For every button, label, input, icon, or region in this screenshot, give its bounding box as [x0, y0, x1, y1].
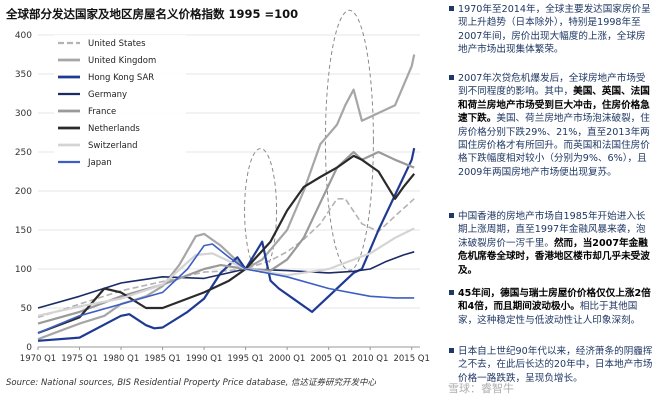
legend-label: United States	[88, 39, 146, 49]
y-tick-label: 50	[21, 304, 33, 314]
bullet-text-segment: 相比于其他国家，这种稳定性与低波动性让人印象深刻。	[458, 301, 641, 326]
bullet-marker	[449, 75, 454, 80]
bullet-text-segment: 然而，当2007年金融危机席卷全球时，香港地区楼市却几乎未受波及。	[458, 237, 650, 276]
y-tick-label: 350	[15, 70, 32, 80]
series-line-hong-kong-sar	[37, 147, 416, 342]
bullet-3: 中国香港的房地产市场自1985年开始进入长期上涨周期，直至1997年金融风暴来袭…	[449, 210, 654, 277]
highlight-ellipse	[324, 9, 374, 271]
y-tick-label: 250	[15, 148, 32, 158]
x-tick-label: 2010 Q1	[352, 354, 388, 364]
watermark-text: 雪球：睿智牛	[448, 382, 514, 395]
legend-label: France	[88, 107, 116, 117]
series-line-netherlands	[37, 154, 416, 335]
chart-title: 全球部分发达国家及地区房屋名义价格指数 1995 =100	[6, 7, 299, 21]
legend-label: Netherlands	[88, 124, 140, 134]
commentary-panel: 1970年至2014年，全球主要发达国家房价呈现上升趋势（日本除外），特别是19…	[448, 0, 660, 405]
x-tick-label: 2015 Q1	[393, 354, 429, 364]
x-tick-label: 1985 Q1	[144, 354, 180, 364]
y-tick-label: 200	[15, 187, 32, 197]
x-tick-label: 1995 Q1	[227, 354, 263, 364]
bullet-text-segment: 美国、荷兰房地产市场泡沫破裂，住房价格分别下跌29%、21%，直至2013年两国…	[458, 113, 650, 178]
legend-box	[54, 35, 186, 173]
bullet-marker	[449, 6, 454, 11]
series-line-france	[37, 150, 415, 325]
bullet-marker	[449, 348, 454, 353]
x-tick-label: 1970 Q1	[20, 354, 56, 364]
bullet-text-segment: 1970年至2014年，全球主要发达国家房价呈现上升趋势（日本除外），特别是19…	[458, 4, 651, 56]
bullet-5: 日本自上世纪90年代以来，经济萧条的阴霾挥之不去，在此后长达的20年中，日本地产…	[449, 345, 654, 385]
y-tick-label: 400	[15, 31, 32, 41]
bullet-marker	[449, 290, 454, 295]
series-line-japan	[37, 243, 415, 334]
series-line-germany	[37, 251, 415, 309]
series-line-switzerland	[37, 227, 415, 317]
legend: United States United Kingdom Hong Kong SAR…	[54, 35, 186, 173]
x-tick-label: 1980 Q1	[103, 354, 139, 364]
highlight-ellipses	[244, 9, 374, 273]
x-tick-label: 2000 Q1	[269, 354, 305, 364]
axes: 0 50 100 150 200 250 300 350 400 1970 Q1 1975 Q1 19…	[15, 31, 430, 364]
bullet-text-segment: 日本自上世纪90年代以来，经济萧条的阴霾挥之不去，在此后长达的20年中，日本地产…	[458, 346, 653, 384]
x-tick-label: 1990 Q1	[186, 354, 222, 364]
legend-label: Hong Kong SAR	[88, 73, 154, 83]
x-tick-label: 2005 Q1	[310, 354, 346, 364]
bullet-1: 1970年至2014年，全球主要发达国家房价呈现上升趋势（日本除外），特别是19…	[449, 3, 654, 57]
legend-label: United Kingdom	[88, 56, 156, 66]
bullet-4: 45年间，德国与瑞士房屋价价格仅仅上涨2倍和4倍，而且期间波动极小。相比于其他国…	[449, 287, 654, 327]
y-tick-label: 100	[15, 265, 32, 275]
series-lines	[37, 54, 416, 342]
bullet-marker	[449, 213, 454, 218]
source-note: Source: National sources, BIS Residentia…	[6, 378, 377, 388]
line-chart: 0 50 100 150 200 250 300 350 400 1970 Q1 1975 Q1 19…	[15, 9, 430, 364]
y-tick-label: 150	[15, 226, 32, 236]
y-tick-label: 300	[15, 109, 32, 119]
legend-label: Switzerland	[88, 141, 138, 151]
bullet-text-segment: 2007年次贷危机爆发后，全球房地产市场受到不同程度的影响。其中，	[458, 73, 646, 98]
bullet-2: 2007年次贷危机爆发后，全球房地产市场受到不同程度的影响。其中，美国、英国、法…	[449, 72, 654, 179]
legend-label: Germany	[88, 90, 127, 100]
series-line-united-kingdom	[37, 54, 416, 341]
y-tick-label: 0	[26, 343, 32, 353]
bullet-text-segment: 中国香港的房地产市场自1985年开始进入长期上涨周期，直至1997年金融风暴来袭…	[458, 211, 646, 249]
bullet-text-segment: 美国、英国、法国和荷兰房地产市场受到巨大冲击，住房价格急速下跌。	[458, 86, 650, 125]
x-tick-label: 1975 Q1	[61, 354, 97, 364]
legend-label: Japan	[87, 158, 112, 168]
bullet-text-segment: 45年间，德国与瑞士房屋价价格仅仅上涨2倍和4倍，而且期间波动极小。	[458, 288, 651, 313]
